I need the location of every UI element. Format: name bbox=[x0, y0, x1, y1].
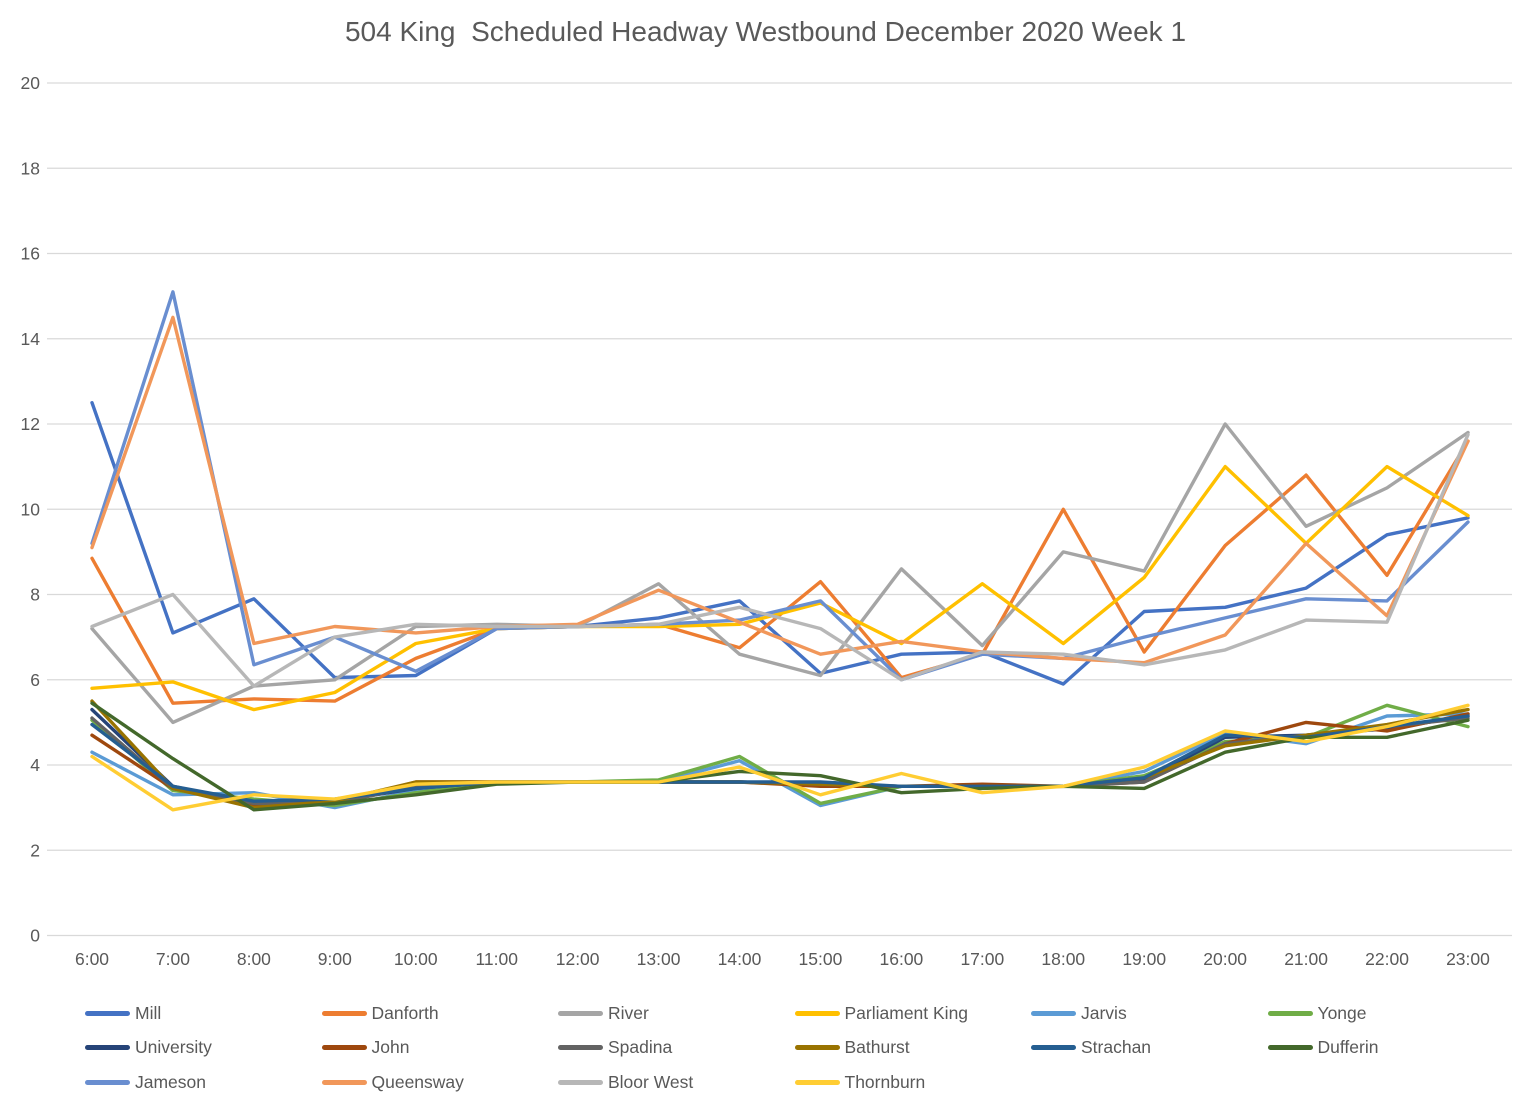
legend-item-john: John bbox=[321, 1037, 410, 1059]
chart-title: 504 King Scheduled Headway Westbound Dec… bbox=[344, 16, 1187, 47]
legend-swatch bbox=[85, 1010, 130, 1016]
legend-item-university: University bbox=[85, 1037, 212, 1059]
legend-label: Jameson bbox=[135, 1071, 207, 1092]
series-line-jameson bbox=[90, 290, 1470, 682]
legend-label: Parliament King bbox=[844, 1002, 969, 1023]
legend-swatch bbox=[1267, 1045, 1313, 1050]
y-axis-tick-label: 20 bbox=[21, 73, 41, 93]
x-axis-tick-label: 20:00 bbox=[1203, 949, 1247, 969]
x-axis-tick-label: 21:00 bbox=[1284, 949, 1328, 969]
legend-label: Dufferin bbox=[1317, 1037, 1379, 1057]
y-axis-tick-label: 16 bbox=[21, 244, 40, 264]
legend-item-spadina: Spadina bbox=[558, 1037, 672, 1059]
y-axis-tick-label: 18 bbox=[21, 158, 40, 178]
x-axis-tick-label: 12:00 bbox=[556, 949, 600, 969]
y-axis-tick-label: 2 bbox=[30, 840, 40, 860]
x-axis-tick-label: 18:00 bbox=[1041, 949, 1085, 969]
series-line-river bbox=[90, 422, 1470, 725]
legend-item-river: River bbox=[558, 1002, 649, 1024]
series-line-spadina bbox=[90, 716, 1470, 806]
legend-swatch bbox=[558, 1010, 603, 1016]
x-axis-tick-label: 17:00 bbox=[960, 949, 1004, 969]
x-axis-tick-label: 8:00 bbox=[237, 949, 271, 969]
legend-item-yonge: Yonge bbox=[1267, 1002, 1367, 1024]
y-axis-tick-label: 14 bbox=[21, 329, 41, 349]
legend-label: Strachan bbox=[1081, 1037, 1152, 1057]
legend-label: Queensway bbox=[371, 1071, 464, 1092]
legend-label: Thornburn bbox=[844, 1071, 926, 1092]
legend-label: Danforth bbox=[371, 1002, 439, 1023]
y-axis-tick-label: 8 bbox=[30, 585, 40, 605]
series-line-queensway bbox=[90, 315, 1470, 665]
legend-label: Jarvis bbox=[1081, 1002, 1127, 1023]
legend-swatch bbox=[794, 1010, 840, 1016]
y-axis-tick-label: 10 bbox=[21, 499, 41, 519]
legend-item-jarvis: Jarvis bbox=[1031, 1002, 1127, 1024]
x-axis-tick-label: 6:00 bbox=[75, 949, 109, 969]
series-line-john bbox=[90, 712, 1470, 808]
legend-item-jameson: Jameson bbox=[85, 1071, 206, 1093]
legend-swatch bbox=[1031, 1010, 1076, 1016]
y-axis-tick-label: 4 bbox=[30, 755, 40, 775]
legend-item-bloor-west: Bloor West bbox=[558, 1071, 693, 1093]
x-axis-tick-label: 9:00 bbox=[318, 949, 352, 969]
legend-label: Spadina bbox=[608, 1037, 673, 1057]
legend-swatch bbox=[85, 1079, 130, 1085]
legend-label: Bathurst bbox=[844, 1037, 910, 1057]
series-line-university bbox=[90, 707, 1470, 806]
series-line-bathurst bbox=[90, 699, 1470, 810]
legend-item-queensway: Queensway bbox=[321, 1071, 464, 1093]
x-axis-tick-label: 14:00 bbox=[718, 949, 762, 969]
plot-area: 0 2 4 6 8 10 12 14 16 18 20 6:00 7:00 8:00 9:00 10:00 11… bbox=[21, 73, 1512, 969]
x-axis-tick-label: 13:00 bbox=[637, 949, 681, 969]
legend-label: University bbox=[135, 1037, 212, 1057]
legend-item-danforth: Danforth bbox=[321, 1002, 439, 1024]
legend-item-thornburn: Thornburn bbox=[794, 1071, 926, 1093]
legend-swatch bbox=[1267, 1010, 1313, 1016]
x-axis-tick-label: 23:00 bbox=[1446, 949, 1490, 969]
legend-swatch bbox=[794, 1045, 840, 1050]
x-axis-tick-label: 15:00 bbox=[799, 949, 843, 969]
legend-swatch bbox=[85, 1045, 130, 1050]
x-axis-tick-label: 19:00 bbox=[1122, 949, 1166, 969]
legend-item-strachan: Strachan bbox=[1031, 1037, 1151, 1059]
legend-label: Mill bbox=[135, 1002, 162, 1023]
legend-swatch bbox=[1031, 1045, 1076, 1050]
legend-label: River bbox=[608, 1002, 649, 1023]
legend-item-parliament-king: Parliament King bbox=[794, 1002, 969, 1024]
legend-item-dufferin: Dufferin bbox=[1267, 1037, 1379, 1059]
series-line-yonge bbox=[90, 703, 1470, 808]
series-line-bloor-west bbox=[90, 433, 1470, 688]
legend-label: Yonge bbox=[1317, 1002, 1367, 1023]
x-axis-tick-label: 7:00 bbox=[156, 949, 190, 969]
legend-swatch bbox=[321, 1010, 367, 1016]
series-line-strachan bbox=[90, 714, 1470, 803]
series-line-dufferin bbox=[90, 701, 1470, 812]
x-axis-tick-label: 16:00 bbox=[880, 949, 924, 969]
legend-swatch bbox=[321, 1045, 367, 1050]
legend-item-mill: Mill bbox=[85, 1002, 161, 1024]
legend-swatch bbox=[558, 1045, 603, 1050]
x-axis-tick-label: 22:00 bbox=[1365, 949, 1409, 969]
legend-swatch bbox=[321, 1079, 367, 1085]
y-axis-tick-label: 12 bbox=[21, 414, 40, 434]
legend-swatch bbox=[558, 1079, 603, 1085]
series-line-jarvis bbox=[90, 712, 1470, 810]
legend-item-bathurst: Bathurst bbox=[794, 1037, 910, 1059]
x-axis-tick-label: 11:00 bbox=[475, 949, 518, 969]
x-axis-tick-label: 10:00 bbox=[394, 949, 438, 969]
y-axis-tick-label: 6 bbox=[30, 670, 40, 690]
legend-swatch bbox=[794, 1079, 840, 1085]
series-line-parliament-king bbox=[90, 464, 1470, 712]
series-line-thornburn bbox=[90, 703, 1470, 812]
y-axis-tick-label: 0 bbox=[30, 926, 40, 946]
legend-label: Bloor West bbox=[608, 1071, 694, 1092]
legend-label: John bbox=[371, 1037, 410, 1057]
series-line-mill bbox=[90, 401, 1470, 686]
